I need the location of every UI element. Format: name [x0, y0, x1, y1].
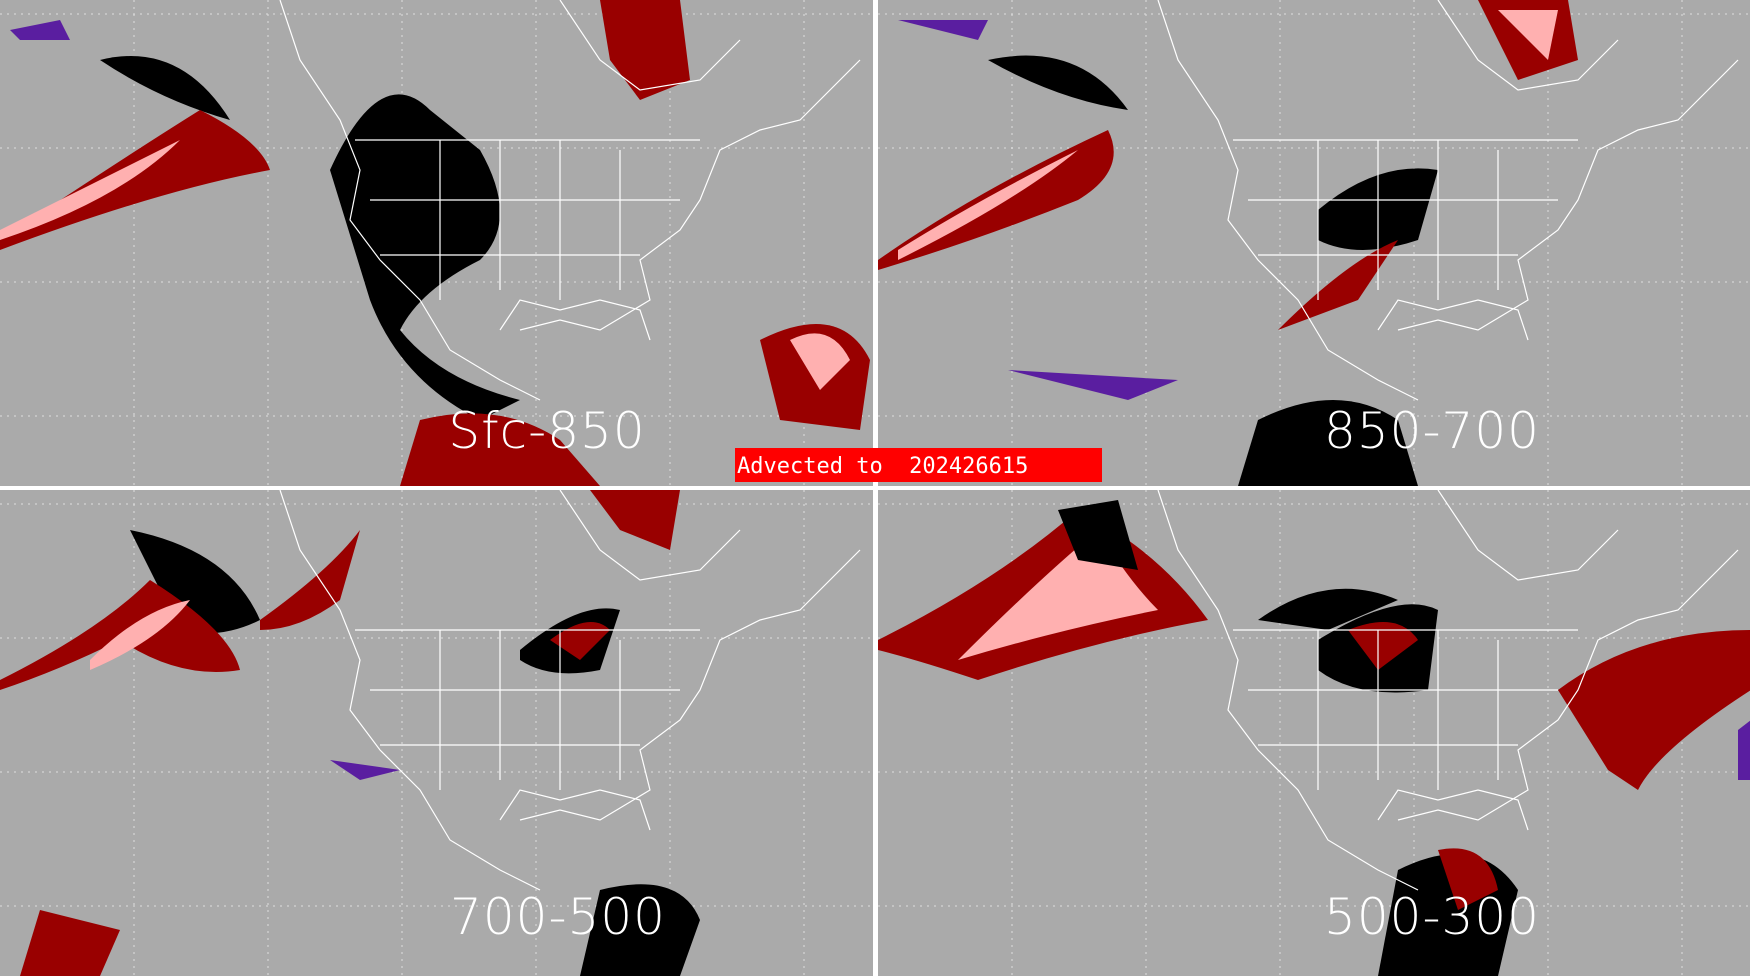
cloud-region: [550, 622, 610, 660]
cloud-region: [90, 600, 190, 670]
cloud-region: [100, 56, 230, 120]
cloud-region: [1008, 370, 1178, 400]
cloud-region: [1498, 10, 1558, 60]
cloud-region: [1738, 720, 1750, 780]
cloud-region: [0, 110, 270, 250]
panel-850-700: 850-700: [878, 0, 1750, 486]
cloud-region: [260, 530, 360, 630]
cloud-region: [400, 413, 600, 486]
cloud-region: [330, 760, 400, 780]
map-canvas: [878, 490, 1750, 976]
panel-label: 700-500: [450, 888, 666, 946]
cloud-region: [988, 55, 1128, 110]
panel-sfc-850: Sfc-850: [0, 0, 873, 486]
cloud-region: [1348, 622, 1418, 670]
cloud-region: [1278, 240, 1398, 330]
panel-500-300: 500-300: [878, 490, 1750, 976]
panel-700-500: 700-500: [0, 490, 873, 976]
cloud-region: [898, 150, 1078, 260]
coastline: [279, 490, 861, 891]
cloud-region: [600, 0, 690, 100]
state-boundaries: [355, 139, 700, 300]
panel-label: 500-300: [1324, 888, 1540, 946]
cloud-region: [330, 94, 520, 420]
map-canvas: [0, 0, 873, 486]
cloud-region: [590, 490, 680, 550]
map-canvas: [0, 490, 873, 976]
coastline: [1157, 0, 1739, 401]
panel-label: 850-700: [1324, 402, 1540, 460]
cloud-region: [1238, 400, 1418, 486]
state-boundaries: [355, 629, 700, 790]
cloud-region: [130, 530, 260, 634]
cloud-region: [10, 20, 70, 40]
cloud-region: [1438, 848, 1498, 910]
cloud-region: [1058, 500, 1138, 570]
coastline: [279, 0, 861, 401]
panel-label: Sfc-850: [448, 402, 646, 460]
cloud-region: [1558, 630, 1750, 790]
advected-time-banner: Advected to 202426615: [735, 448, 1102, 482]
cloud-region: [1258, 588, 1398, 630]
cloud-region: [790, 333, 850, 390]
cloud-region: [0, 140, 180, 240]
cloud-region: [580, 884, 700, 976]
cloud-region: [898, 20, 988, 40]
map-canvas: [878, 0, 1750, 486]
coastline: [1157, 490, 1739, 891]
cloud-region: [20, 910, 120, 976]
state-boundaries: [1233, 139, 1578, 300]
state-boundaries: [1233, 629, 1578, 790]
